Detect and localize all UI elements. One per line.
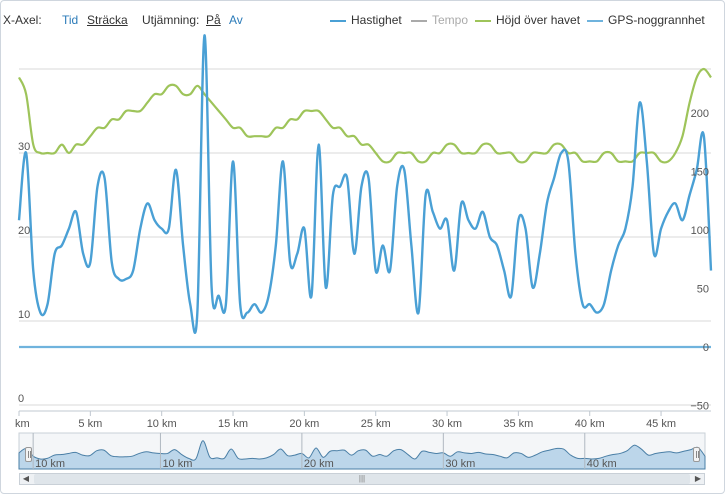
smoothing-on-option[interactable]: På: [206, 13, 221, 27]
legend-label: Höjd över havet: [496, 13, 581, 27]
x-tick-label: 5 km: [78, 418, 102, 430]
y-left-tick-label: 30: [18, 141, 30, 153]
x-tick-label: 15 km: [218, 418, 248, 430]
legend-swatch: [587, 19, 603, 22]
chart-toolbar: X-Axel: Tid Sträcka Utjämning: På Av Has…: [1, 9, 724, 29]
legend-item-gps-accuracy[interactable]: GPS-noggrannhet: [587, 13, 705, 27]
navigator-tick-label: 40 km: [587, 458, 617, 470]
xaxis-distance-option[interactable]: Sträcka: [87, 13, 128, 27]
grip-icon: |||: [358, 474, 366, 483]
x-tick-label: 45 km: [646, 418, 676, 430]
series-line-elevation: [17, 67, 712, 164]
legend-item-pace[interactable]: Tempo: [411, 13, 468, 27]
x-tick-label: 30 km: [432, 418, 462, 430]
x-tick-label: 35 km: [503, 418, 533, 430]
navigator-tick-label: 10 km: [162, 458, 192, 470]
scroll-right-arrow-icon[interactable]: ▶: [694, 474, 702, 483]
legend-item-speed[interactable]: Hastighet: [330, 13, 402, 27]
y-right-tick-label: 50: [697, 284, 709, 296]
navigator-tick-label: 30 km: [445, 458, 475, 470]
y-right-tick-label: −50: [690, 401, 709, 413]
x-tick-label: km: [15, 418, 30, 430]
y-left-tick-label: 10: [18, 309, 30, 321]
x-tick-label: 20 km: [289, 418, 319, 430]
scroll-left-arrow-icon[interactable]: ◀: [22, 474, 30, 483]
y-left-tick-label: 20: [18, 225, 30, 237]
legend-swatch: [330, 19, 346, 22]
smoothing-label: Utjämning:: [142, 13, 200, 27]
y-right-tick-label: 200: [691, 108, 709, 120]
y-left-tick-label: 0: [18, 393, 24, 405]
y-right-tick-label: 0: [703, 342, 709, 354]
navigator-left-handle[interactable]: [25, 447, 32, 462]
legend-swatch: [411, 19, 427, 22]
navigator-series-area: [18, 440, 706, 470]
x-tick-label: 40 km: [575, 418, 605, 430]
y-right-tick-label: 150: [691, 167, 709, 179]
xaxis-label: X-Axel:: [3, 13, 42, 27]
legend-label: Hastighet: [351, 13, 402, 27]
series-line-speed: [17, 34, 713, 334]
y-right-tick-label: 100: [691, 225, 709, 237]
legend-swatch: [475, 19, 491, 22]
smoothing-off-option[interactable]: Av: [229, 13, 243, 27]
scrollbar-thumb[interactable]: |||: [34, 474, 690, 484]
navigator-right-handle[interactable]: [693, 447, 700, 462]
legend-label: GPS-noggrannhet: [608, 13, 705, 27]
scrollbar[interactable]: ◀ ||| ▶: [19, 473, 705, 485]
x-tick-label: 25 km: [361, 418, 391, 430]
navigator-tick-label: 10 km: [35, 458, 65, 470]
legend-item-elevation[interactable]: Höjd över havet: [475, 13, 580, 27]
navigator-tick-label: 20 km: [304, 458, 334, 470]
legend-label: Tempo: [432, 13, 469, 27]
xaxis-time-option[interactable]: Tid: [62, 13, 79, 27]
x-tick-label: 10 km: [147, 418, 177, 430]
